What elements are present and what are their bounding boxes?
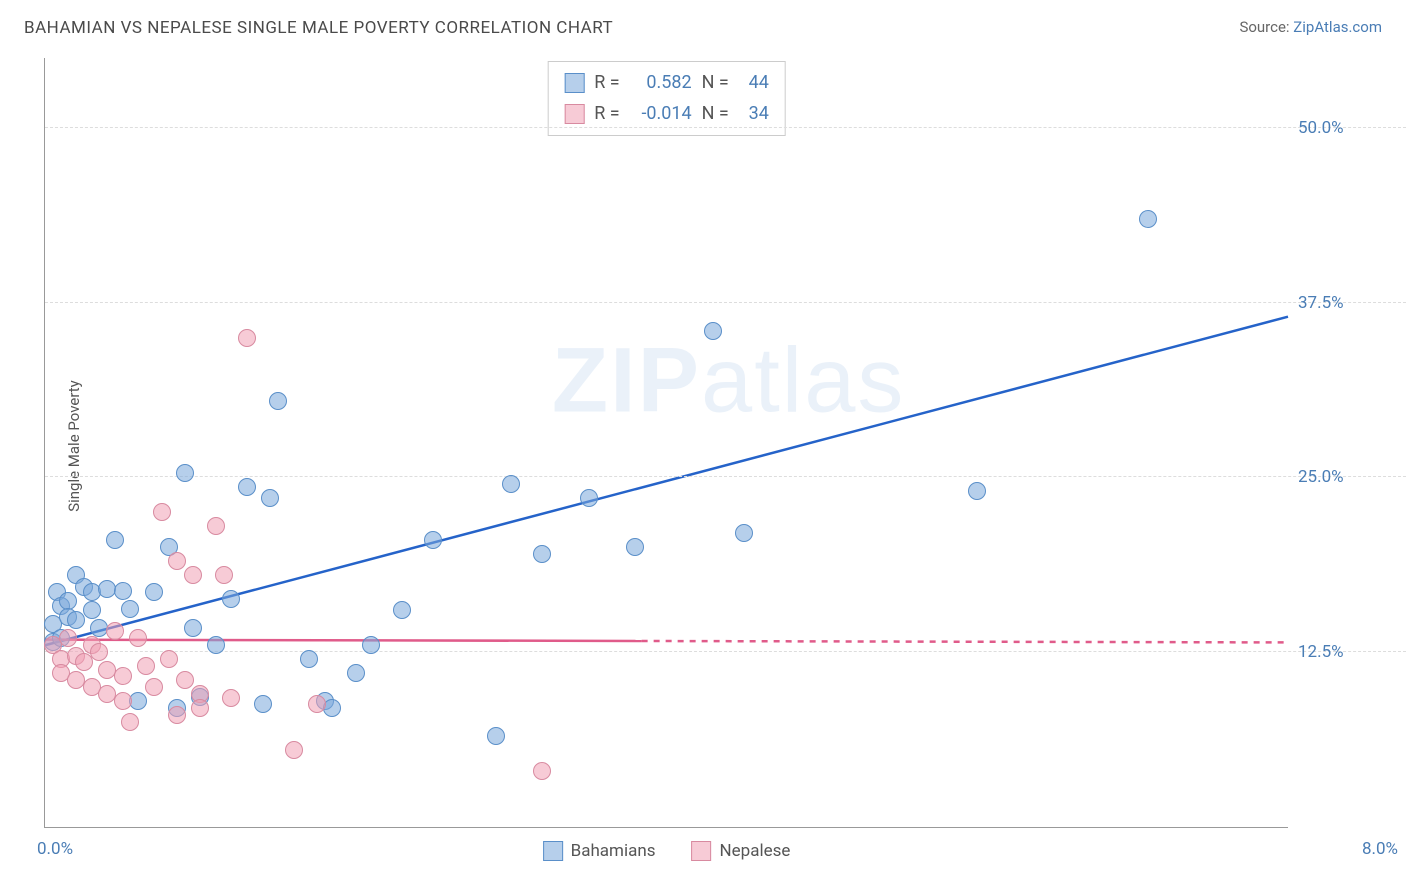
data-point-pink xyxy=(533,762,551,780)
swatch-nepalese-icon xyxy=(564,104,584,124)
x-tick-max: 8.0% xyxy=(1362,839,1398,859)
data-point-blue xyxy=(129,692,147,710)
gridline xyxy=(45,127,1406,128)
data-point-blue xyxy=(347,664,365,682)
r-label: R = xyxy=(594,99,619,130)
data-point-pink xyxy=(191,699,209,717)
r-value-nepalese: -0.014 xyxy=(630,99,692,130)
data-point-blue xyxy=(300,650,318,668)
data-point-blue xyxy=(735,524,753,542)
gridline xyxy=(45,651,1406,652)
scatter-chart: ZIPatlas R = 0.582 N = 44 R = -0.014 N =… xyxy=(44,58,1288,828)
data-point-pink xyxy=(222,689,240,707)
data-point-blue xyxy=(533,545,551,563)
gridline xyxy=(45,302,1406,303)
data-point-blue xyxy=(626,538,644,556)
data-point-pink xyxy=(114,692,132,710)
data-point-pink xyxy=(168,552,186,570)
data-point-pink xyxy=(308,695,326,713)
data-point-pink xyxy=(129,629,147,647)
data-point-blue xyxy=(704,322,722,340)
y-tick-label: 37.5% xyxy=(1298,293,1398,313)
data-point-blue xyxy=(487,727,505,745)
data-point-pink xyxy=(238,329,256,347)
gridline xyxy=(45,476,1406,477)
legend-label-bahamians: Bahamians xyxy=(571,841,656,861)
swatch-bahamians-icon xyxy=(543,841,563,861)
swatch-bahamians-icon xyxy=(564,73,584,93)
data-point-blue xyxy=(362,636,380,654)
data-point-blue xyxy=(261,489,279,507)
bottom-legend: Bahamians Nepalese xyxy=(543,841,791,861)
r-label: R = xyxy=(594,68,619,99)
data-point-blue xyxy=(393,601,411,619)
data-point-pink xyxy=(145,678,163,696)
watermark: ZIPatlas xyxy=(552,328,905,433)
stats-row-bahamians: R = 0.582 N = 44 xyxy=(564,68,769,99)
legend-item-bahamians: Bahamians xyxy=(543,841,656,861)
data-point-blue xyxy=(1139,210,1157,228)
data-point-blue xyxy=(106,531,124,549)
watermark-atlas: atlas xyxy=(701,329,905,431)
data-point-pink xyxy=(285,741,303,759)
n-value-nepalese: 34 xyxy=(739,99,769,130)
data-point-blue xyxy=(176,464,194,482)
data-point-blue xyxy=(222,590,240,608)
data-point-blue xyxy=(207,636,225,654)
data-point-pink xyxy=(137,657,155,675)
data-point-pink xyxy=(207,517,225,535)
data-point-blue xyxy=(59,592,77,610)
data-point-pink xyxy=(153,503,171,521)
y-tick-label: 12.5% xyxy=(1298,642,1398,662)
y-tick-label: 50.0% xyxy=(1298,118,1398,138)
legend-item-nepalese: Nepalese xyxy=(692,841,791,861)
data-point-pink xyxy=(90,643,108,661)
data-point-blue xyxy=(83,601,101,619)
data-point-pink xyxy=(184,566,202,584)
stats-legend-box: R = 0.582 N = 44 R = -0.014 N = 34 xyxy=(547,61,786,136)
source-attribution: Source: ZipAtlas.com xyxy=(1239,18,1382,36)
data-point-blue xyxy=(184,619,202,637)
data-point-pink xyxy=(114,667,132,685)
n-label: N = xyxy=(702,68,729,99)
data-point-pink xyxy=(121,713,139,731)
n-label: N = xyxy=(702,99,729,130)
data-point-blue xyxy=(114,582,132,600)
r-value-bahamians: 0.582 xyxy=(630,68,692,99)
data-point-blue xyxy=(580,489,598,507)
source-link[interactable]: ZipAtlas.com xyxy=(1293,18,1382,36)
data-point-pink xyxy=(106,622,124,640)
data-point-blue xyxy=(145,583,163,601)
data-point-pink xyxy=(215,566,233,584)
data-point-blue xyxy=(424,531,442,549)
data-point-blue xyxy=(254,695,272,713)
data-point-pink xyxy=(176,671,194,689)
source-prefix: Source: xyxy=(1239,18,1293,36)
data-point-blue xyxy=(502,475,520,493)
stats-row-nepalese: R = -0.014 N = 34 xyxy=(564,99,769,130)
data-point-blue xyxy=(238,478,256,496)
legend-label-nepalese: Nepalese xyxy=(720,841,791,861)
trendlines-svg xyxy=(45,58,1288,827)
data-point-pink xyxy=(168,706,186,724)
n-value-bahamians: 44 xyxy=(739,68,769,99)
data-point-blue xyxy=(269,392,287,410)
data-point-blue xyxy=(121,600,139,618)
swatch-nepalese-icon xyxy=(692,841,712,861)
data-point-blue xyxy=(323,699,341,717)
x-tick-min: 0.0% xyxy=(37,839,73,859)
y-tick-label: 25.0% xyxy=(1298,467,1398,487)
page-title: BAHAMIAN VS NEPALESE SINGLE MALE POVERTY… xyxy=(24,18,613,38)
watermark-zip: ZIP xyxy=(552,329,701,431)
data-point-blue xyxy=(968,482,986,500)
data-point-pink xyxy=(59,629,77,647)
data-point-pink xyxy=(160,650,178,668)
